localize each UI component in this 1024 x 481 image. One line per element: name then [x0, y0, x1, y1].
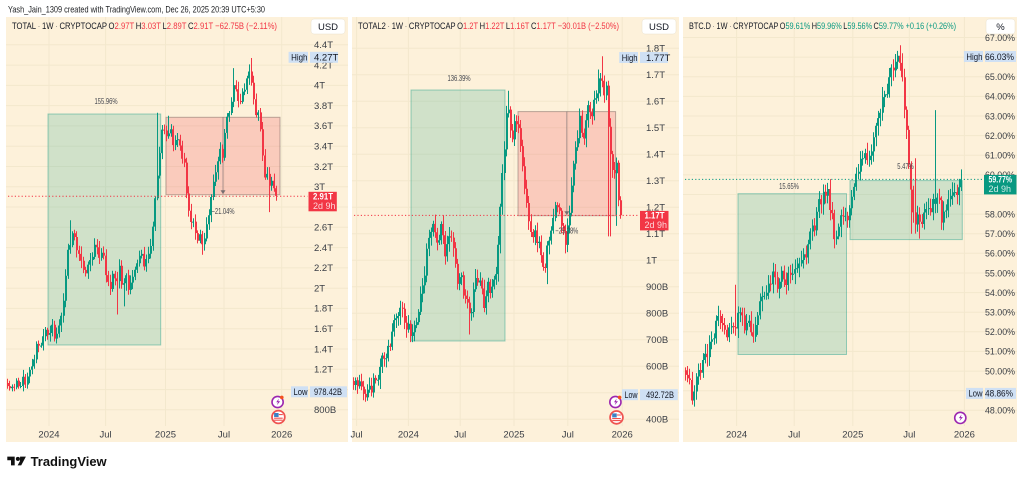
- svg-text:57.00%: 57.00%: [985, 229, 1016, 240]
- svg-text:High: High: [622, 53, 638, 63]
- svg-text:52.00%: 52.00%: [985, 327, 1016, 338]
- svg-text:Yash_Jain_1309 created with Tr: Yash_Jain_1309 created with TradingView.…: [8, 5, 265, 16]
- svg-text:2025: 2025: [842, 430, 863, 441]
- svg-text:BTC.D · 1W · CRYPTOCAP O59.61%: BTC.D · 1W · CRYPTOCAP O59.61% H59.96% L…: [689, 21, 956, 31]
- svg-text:66.03%: 66.03%: [985, 52, 1014, 63]
- svg-text:900B: 900B: [646, 282, 668, 293]
- svg-text:2024: 2024: [726, 430, 747, 441]
- svg-text:4T: 4T: [314, 81, 325, 92]
- svg-text:Jul: Jul: [218, 430, 230, 441]
- svg-text:1.7T: 1.7T: [646, 70, 665, 81]
- svg-text:2.2T: 2.2T: [314, 263, 333, 274]
- svg-text:Jul: Jul: [562, 430, 574, 441]
- svg-text:Low: Low: [625, 390, 638, 400]
- svg-text:4.2T: 4.2T: [314, 60, 333, 71]
- svg-text:48.86%: 48.86%: [985, 389, 1013, 400]
- svg-text:1.6T: 1.6T: [646, 97, 665, 108]
- svg-text:1.2T: 1.2T: [646, 203, 665, 214]
- svg-text:48.00%: 48.00%: [985, 406, 1016, 417]
- svg-text:58.00%: 58.00%: [985, 209, 1016, 220]
- svg-text:2025: 2025: [155, 430, 176, 441]
- svg-text:50.00%: 50.00%: [985, 366, 1016, 377]
- svg-text:51.00%: 51.00%: [985, 347, 1016, 358]
- svg-text:4.27T: 4.27T: [314, 53, 338, 64]
- svg-text:1.1T: 1.1T: [646, 229, 665, 240]
- svg-text:1.4T: 1.4T: [314, 344, 333, 355]
- svg-text:2d 9h: 2d 9h: [645, 220, 668, 230]
- svg-text:2.6T: 2.6T: [314, 223, 333, 234]
- svg-text:59.77%: 59.77%: [989, 175, 1013, 186]
- svg-text:High: High: [966, 52, 982, 62]
- svg-text:1T: 1T: [646, 256, 657, 267]
- svg-text:Jul: Jul: [454, 430, 466, 441]
- svg-text:2d 9h: 2d 9h: [313, 201, 336, 211]
- svg-text:67.00%: 67.00%: [985, 33, 1016, 44]
- svg-text:15.65%: 15.65%: [779, 182, 799, 191]
- svg-text:%: %: [996, 22, 1005, 33]
- svg-text:54.00%: 54.00%: [985, 288, 1016, 299]
- svg-text:3.8T: 3.8T: [314, 101, 333, 112]
- svg-text:4.4T: 4.4T: [314, 40, 333, 51]
- svg-text:5.47%: 5.47%: [897, 162, 914, 171]
- svg-text:2.4T: 2.4T: [314, 243, 333, 254]
- svg-text:USD: USD: [318, 22, 338, 33]
- svg-text:3T: 3T: [314, 182, 325, 193]
- svg-text:1.8T: 1.8T: [646, 44, 665, 55]
- svg-text:1.3T: 1.3T: [646, 176, 665, 187]
- svg-text:63.00%: 63.00%: [985, 111, 1016, 122]
- svg-text:Low: Low: [969, 389, 983, 399]
- svg-text:2025: 2025: [503, 430, 524, 441]
- svg-text:TOTAL · 1W · CRYPTOCAP O2.97T: TOTAL · 1W · CRYPTOCAP O2.97T H3.03T L2.…: [12, 21, 277, 31]
- svg-text:136.39%: 136.39%: [447, 74, 470, 83]
- svg-text:3.6T: 3.6T: [314, 121, 333, 132]
- svg-text:1.6T: 1.6T: [314, 324, 333, 335]
- svg-text:800B: 800B: [314, 405, 336, 416]
- svg-text:−21.04%: −21.04%: [211, 207, 234, 216]
- svg-text:65.00%: 65.00%: [985, 72, 1016, 83]
- svg-text:Jul: Jul: [351, 430, 363, 441]
- svg-text:978.42B: 978.42B: [314, 387, 342, 398]
- svg-text:2026: 2026: [954, 430, 975, 441]
- svg-text:55.00%: 55.00%: [985, 268, 1016, 279]
- svg-text:600B: 600B: [646, 362, 668, 373]
- svg-text:Low: Low: [294, 387, 308, 397]
- svg-text:1.4T: 1.4T: [646, 150, 665, 161]
- svg-text:2026: 2026: [612, 430, 633, 441]
- svg-text:1.17T: 1.17T: [645, 211, 665, 222]
- svg-text:1.5T: 1.5T: [646, 123, 665, 134]
- svg-text:High: High: [291, 53, 307, 63]
- svg-text:Jul: Jul: [100, 430, 112, 441]
- svg-text:492.72B: 492.72B: [646, 390, 674, 401]
- svg-text:155.96%: 155.96%: [94, 97, 117, 106]
- svg-text:2026: 2026: [271, 430, 292, 441]
- svg-text:USD: USD: [649, 22, 669, 33]
- svg-text:62.00%: 62.00%: [985, 131, 1016, 142]
- svg-text:2T: 2T: [314, 284, 325, 295]
- svg-text:800B: 800B: [646, 309, 668, 320]
- svg-text:61.00%: 61.00%: [985, 151, 1016, 162]
- svg-text:400B: 400B: [646, 415, 668, 426]
- svg-text:TradingView: TradingView: [31, 454, 108, 469]
- svg-text:3.4T: 3.4T: [314, 142, 333, 153]
- svg-text:53.00%: 53.00%: [985, 308, 1016, 319]
- svg-text:−25.28%: −25.28%: [555, 227, 578, 236]
- svg-text:2d 9h: 2d 9h: [989, 184, 1012, 194]
- svg-text:TOTAL2 · 1W · CRYPTOCAP O1.2T: TOTAL2 · 1W · CRYPTOCAP O1.2T H1.22T L1.…: [358, 21, 619, 31]
- svg-text:2024: 2024: [398, 430, 419, 441]
- svg-text:Jul: Jul: [788, 430, 800, 441]
- svg-text:700B: 700B: [646, 335, 668, 346]
- svg-text:3.2T: 3.2T: [314, 162, 333, 173]
- svg-text:Jul: Jul: [903, 430, 915, 441]
- svg-text:56.00%: 56.00%: [985, 249, 1016, 260]
- svg-text:2024: 2024: [38, 430, 59, 441]
- svg-text:1.8T: 1.8T: [314, 304, 333, 315]
- svg-text:1.2T: 1.2T: [314, 365, 333, 376]
- svg-text:1.77T: 1.77T: [646, 53, 670, 64]
- svg-text:2.91T: 2.91T: [313, 192, 333, 203]
- svg-text:64.00%: 64.00%: [985, 92, 1016, 103]
